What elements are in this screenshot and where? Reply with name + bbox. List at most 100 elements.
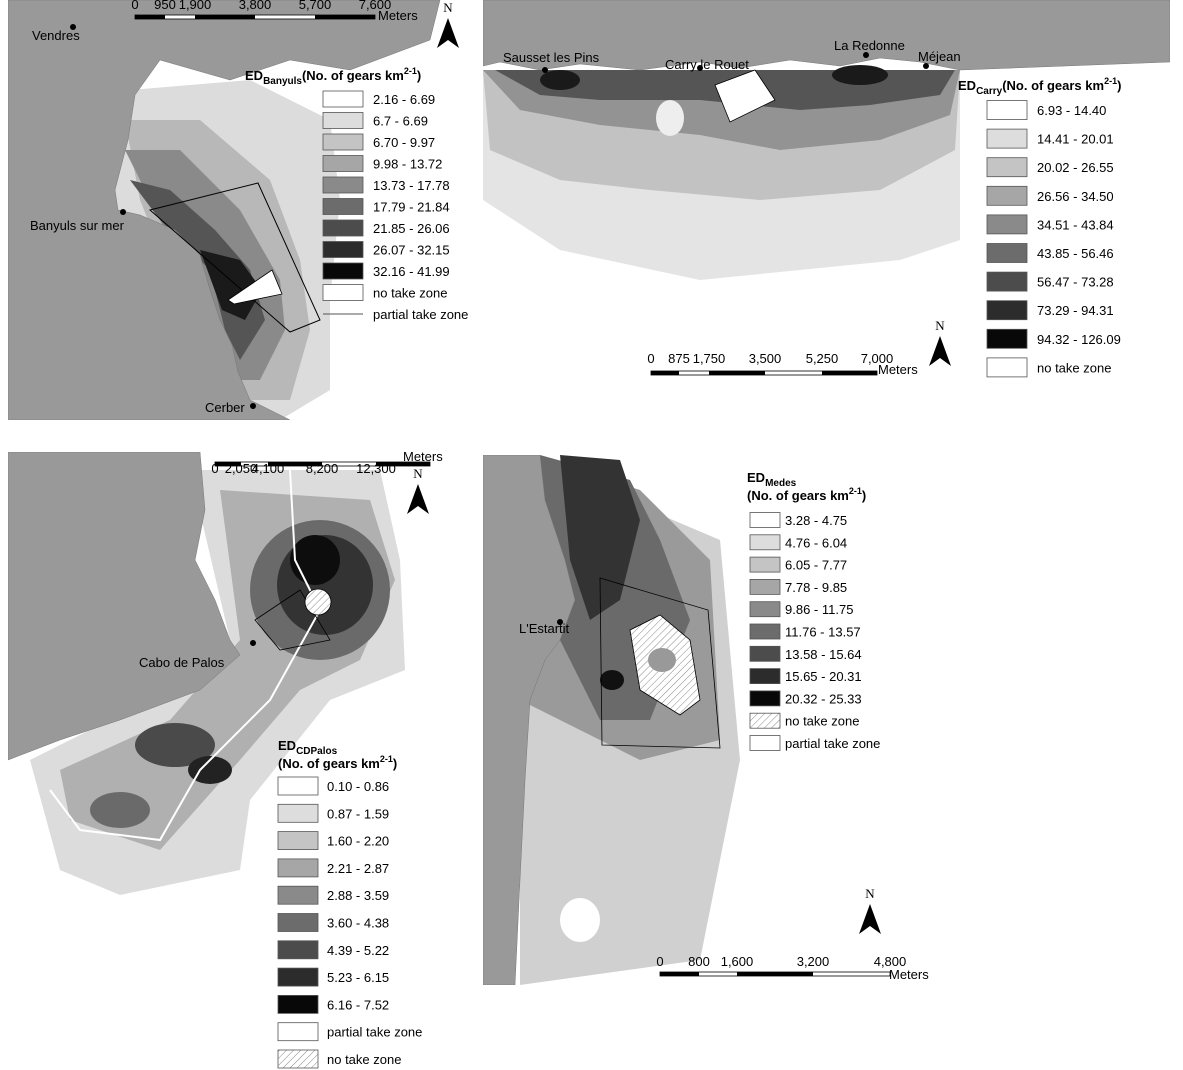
legend-swatch — [277, 776, 319, 796]
legend-label: 11.76 - 13.57 — [785, 625, 861, 640]
title-close: ) — [862, 488, 866, 503]
place-dot — [923, 63, 929, 69]
scale-segment — [822, 371, 877, 375]
scale-unit: Meters — [889, 967, 929, 982]
legend-swatch — [749, 645, 781, 662]
scale-label: 4,800 — [874, 954, 907, 969]
legend-swatch — [749, 668, 781, 684]
legend-swatch — [749, 601, 781, 618]
scale-label: 0 — [131, 0, 138, 12]
title-unit: (No. of gears km — [302, 68, 404, 83]
legend-label: 56.47 - 73.28 — [1037, 275, 1114, 290]
legend-label: 94.32 - 126.09 — [1037, 332, 1121, 347]
place-label: Cerber — [205, 400, 245, 415]
legend-label: partial take zone — [327, 1025, 422, 1040]
legend-swatch — [277, 967, 319, 987]
legend-label: no take zone — [373, 286, 447, 301]
legend-swatch — [986, 243, 1028, 263]
legend-swatch — [277, 803, 319, 823]
legend-label: 13.73 - 17.78 — [373, 178, 450, 193]
legend-title: EDMedes (No. of gears km2-1) — [747, 470, 866, 503]
legend-label: 6.7 - 6.69 — [373, 114, 428, 129]
place-label: Cabo de Palos — [139, 655, 225, 670]
legend-label: no take zone — [1037, 360, 1111, 375]
scale-label: 3,500 — [749, 351, 782, 366]
title-close: ) — [417, 68, 421, 83]
scale-label: 8,200 — [306, 461, 339, 476]
scale-label: 12,300 — [356, 461, 396, 476]
scale-segment — [651, 371, 679, 375]
legend-label: 0.10 - 0.86 — [327, 779, 389, 794]
legend-label: 9.86 - 11.75 — [785, 602, 853, 617]
legend-label: 2.21 - 2.87 — [327, 861, 389, 876]
scale-segment — [195, 15, 255, 19]
title-superscript: 2-1 — [404, 66, 417, 76]
legend-swatch — [749, 712, 781, 729]
scale-segment — [268, 462, 322, 466]
legend-title: EDCDPalos (No. of gears km2-1) — [278, 738, 397, 771]
legend-swatch — [986, 100, 1028, 120]
title-superscript: 2-1 — [849, 486, 862, 496]
north-label: N — [413, 466, 423, 481]
legend-swatch — [986, 185, 1028, 206]
legend-swatch — [986, 214, 1028, 235]
title-prefix: ED — [958, 78, 976, 93]
scale-label: 7,000 — [861, 351, 894, 366]
legend-label: 43.85 - 56.46 — [1037, 246, 1114, 261]
legend-swatch — [322, 241, 364, 258]
place-label: Méjean — [918, 49, 961, 64]
north-arrow — [437, 18, 459, 48]
legend-label: no take zone — [785, 714, 859, 729]
scale-label: 4,100 — [252, 461, 285, 476]
legend-label: 15.65 - 20.31 — [785, 669, 862, 684]
legend-swatch — [277, 913, 319, 932]
scale-label: 1,750 — [693, 351, 726, 366]
north-label: N — [865, 886, 875, 901]
legend-swatch — [277, 995, 319, 1014]
scale-segment — [215, 462, 241, 466]
legend-swatch — [277, 831, 319, 850]
scale-segment — [315, 15, 375, 19]
place-dot — [70, 24, 76, 30]
legend-swatch — [986, 357, 1028, 378]
map-carry — [483, 0, 1170, 400]
scale-segment — [709, 371, 765, 375]
place-dot — [557, 619, 563, 625]
legend-swatch — [986, 300, 1028, 321]
place-dot — [863, 52, 869, 58]
legend-label: 34.51 - 43.84 — [1037, 217, 1114, 232]
legend-swatch — [277, 940, 319, 960]
title-subscript: Carry — [976, 86, 1003, 97]
legend-label: 4.76 - 6.04 — [785, 535, 847, 550]
legend-swatch — [322, 219, 364, 237]
scale-label: 3,200 — [797, 954, 830, 969]
map-cdpalos — [8, 452, 440, 895]
title-superscript: 2-1 — [380, 754, 393, 764]
place-label: Sausset les Pins — [503, 50, 600, 65]
legend-swatch — [749, 623, 781, 640]
place-dot — [120, 209, 126, 215]
scale-label: 950 — [154, 0, 176, 12]
legend-swatch — [749, 579, 781, 595]
scale-unit: Meters — [403, 449, 443, 464]
legend-swatch — [749, 735, 781, 751]
legend-label: 4.39 - 5.22 — [327, 943, 389, 958]
place-label: La Redonne — [834, 38, 905, 53]
place-label: Carry le Rouet — [665, 57, 749, 72]
map-banyuls — [8, 0, 478, 420]
legend-label: 5.23 - 6.15 — [327, 970, 389, 985]
legend-label: 14.41 - 20.01 — [1037, 132, 1114, 147]
north-arrow — [407, 484, 429, 514]
place-dot — [542, 67, 548, 73]
scale-segment — [737, 972, 813, 976]
legend-label: 32.16 - 41.99 — [373, 264, 450, 279]
legend-label: 7.78 - 9.85 — [785, 580, 847, 595]
legend-label: partial take zone — [373, 307, 468, 322]
scale-label: 1,600 — [721, 954, 754, 969]
legend-label: 2.88 - 3.59 — [327, 888, 389, 903]
legend-swatch — [322, 284, 364, 301]
title-subscript: Banyuls — [263, 76, 302, 87]
legend-label: 20.02 - 26.55 — [1037, 160, 1114, 175]
scale-unit: Meters — [378, 8, 418, 23]
